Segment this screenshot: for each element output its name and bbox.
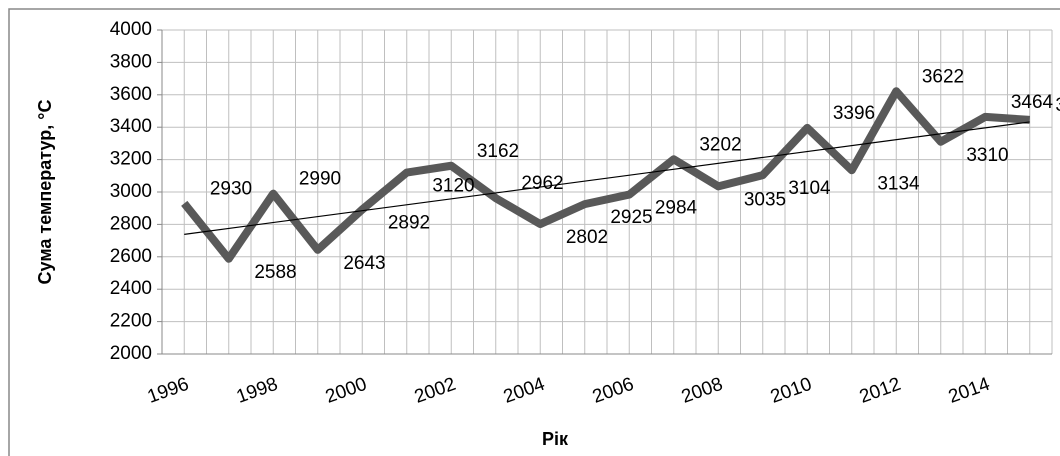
data-label: 3464 xyxy=(1011,92,1054,113)
data-label: 3202 xyxy=(699,134,741,155)
y-tick-label: 3800 xyxy=(110,51,152,72)
y-tick-label: 2800 xyxy=(110,213,152,234)
data-label: 3104 xyxy=(788,178,831,199)
x-tick-label: 2002 xyxy=(412,374,459,408)
data-label: 2984 xyxy=(655,198,698,219)
data-label: 2802 xyxy=(566,227,608,248)
data-label: 3396 xyxy=(833,103,875,124)
y-tick-label: 2000 xyxy=(110,343,152,364)
y-tick-label: 3000 xyxy=(110,181,152,202)
x-tick-label: 1996 xyxy=(145,374,192,408)
y-tick-label: 2400 xyxy=(110,278,152,299)
y-tick-label: 2200 xyxy=(110,311,152,332)
series-line xyxy=(181,87,1031,263)
data-label: 3622 xyxy=(922,66,964,87)
y-tick-label: 3400 xyxy=(110,116,152,137)
data-label: 2930 xyxy=(210,178,252,199)
data-label: 3445 xyxy=(1055,95,1060,116)
x-tick-label: 2014 xyxy=(946,374,993,408)
x-tick-label: 2008 xyxy=(679,374,726,408)
data-label: 2990 xyxy=(299,169,341,190)
x-tick-label: 2012 xyxy=(857,374,904,408)
x-tick-label: 2000 xyxy=(323,374,370,408)
x-axis-title: Рік xyxy=(542,429,569,449)
x-tick-label: 2004 xyxy=(501,374,548,408)
y-tick-label: 3200 xyxy=(110,149,152,170)
chart-frame xyxy=(8,8,1060,456)
x-tick-label: 2010 xyxy=(768,374,815,408)
data-label: 2962 xyxy=(521,173,563,194)
x-tick-label: 1998 xyxy=(234,374,281,408)
y-tick-label: 4000 xyxy=(110,19,152,40)
data-label: 3120 xyxy=(432,176,474,197)
data-label: 2925 xyxy=(610,207,652,228)
x-tick-label: 2006 xyxy=(590,374,637,408)
y-axis-title: Сума температур, °С xyxy=(35,100,55,285)
trendline xyxy=(184,121,1030,235)
y-tick-label: 3600 xyxy=(110,84,152,105)
data-label: 3310 xyxy=(966,145,1008,166)
data-label: 3134 xyxy=(877,173,920,194)
data-label: 3035 xyxy=(744,189,786,210)
data-label: 3162 xyxy=(477,141,519,162)
data-label: 2588 xyxy=(254,262,296,283)
data-label: 2892 xyxy=(388,213,430,234)
data-label: 2643 xyxy=(343,253,385,274)
y-tick-label: 2600 xyxy=(110,246,152,267)
